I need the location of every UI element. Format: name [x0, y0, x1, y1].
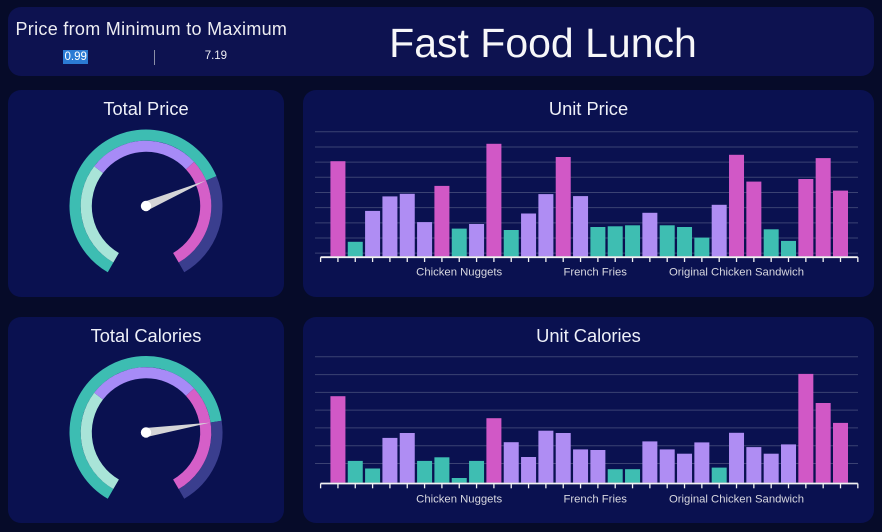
svg-text:Original Chicken Sandwich: Original Chicken Sandwich [669, 267, 804, 279]
svg-text:French Fries: French Fries [563, 267, 627, 279]
svg-text:Chicken Nuggets: Chicken Nuggets [416, 267, 502, 279]
svg-text:French Fries: French Fries [563, 494, 627, 506]
svg-text:Chicken Nuggets: Chicken Nuggets [416, 494, 502, 506]
svg-text:Original Chicken Sandwich: Original Chicken Sandwich [669, 494, 804, 506]
